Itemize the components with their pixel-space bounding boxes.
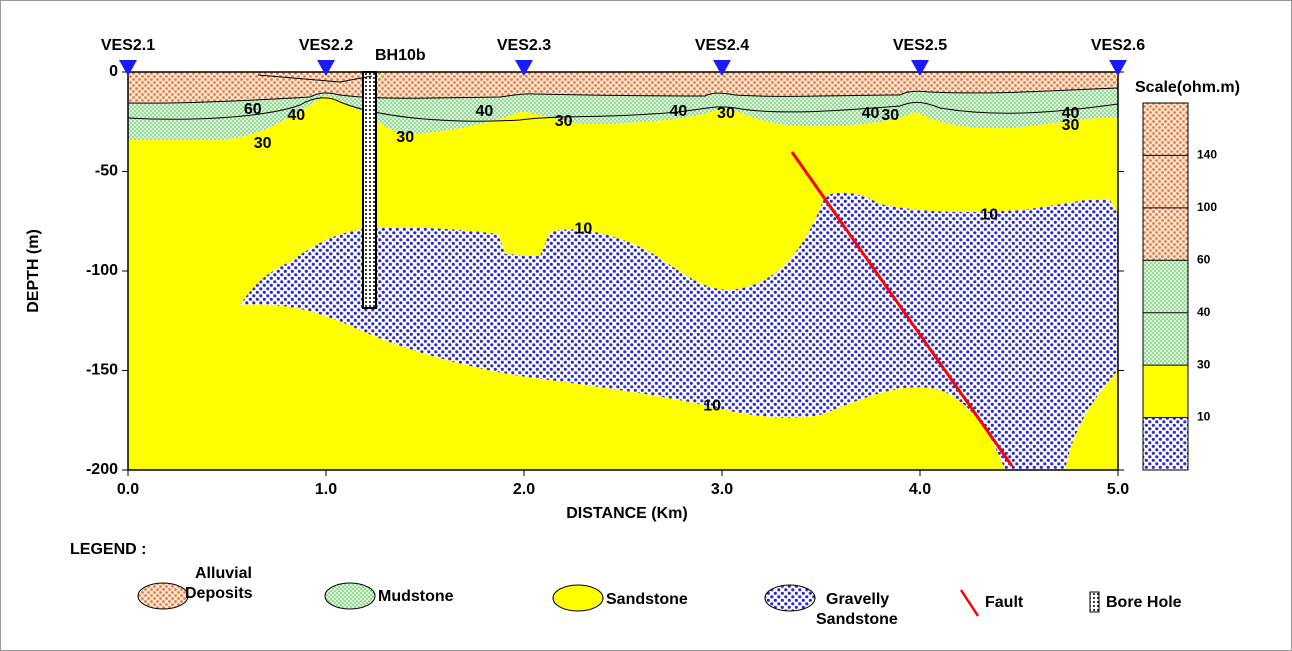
legend-label: Alluvial [195, 565, 252, 582]
contour-label: 10 [703, 398, 721, 415]
station-label: VES2.2 [299, 37, 353, 54]
contour-label: 30 [881, 107, 899, 124]
y-tick-label: -100 [86, 262, 118, 279]
station-label: VES2.5 [893, 37, 947, 54]
x-tick-label: 4.0 [909, 481, 931, 498]
x-tick-label: 3.0 [711, 481, 733, 498]
scale-label: 30 [1197, 357, 1211, 371]
legend-swatch [138, 583, 188, 609]
borehole-label: BH10b [375, 47, 426, 64]
legend-swatch [1090, 592, 1099, 612]
legend-label: Fault [985, 594, 1024, 611]
y-axis-label: DEPTH (m) [25, 229, 42, 313]
scale-swatch [1143, 313, 1188, 365]
legend-swatch [553, 585, 603, 611]
chart: BH10b DISTANCE (Km) DEPTH (m) Scale(ohm.… [0, 0, 1292, 651]
y-tick-label: -50 [95, 163, 118, 180]
contour-label: 40 [287, 107, 305, 124]
x-tick-label: 5.0 [1107, 481, 1129, 498]
station-label: VES2.3 [497, 37, 551, 54]
scale-swatch [1143, 418, 1188, 470]
legend-label: Mudstone [378, 588, 454, 605]
x-tick-label: 0.0 [117, 481, 139, 498]
legend-swatch [961, 590, 978, 616]
contour-label: 30 [254, 135, 272, 152]
contour-label: 30 [1062, 117, 1080, 134]
legend-label: Sandstone [816, 611, 898, 628]
contour-label: 30 [396, 129, 414, 146]
contour-label: 10 [980, 206, 998, 223]
station-label: VES2.1 [101, 37, 155, 54]
borehole [363, 72, 376, 308]
contour-label: 40 [476, 103, 494, 120]
scale-swatch [1143, 365, 1188, 417]
station-label: VES2.6 [1091, 37, 1145, 54]
contour-label: 40 [862, 105, 880, 122]
legend-title: LEGEND : [70, 541, 146, 558]
scale-swatch [1143, 208, 1188, 260]
station-label: VES2.4 [695, 37, 749, 54]
y-tick-label: -150 [86, 362, 118, 379]
y-tick-label: 0 [109, 63, 118, 80]
legend-swatch [325, 583, 375, 609]
contour-label: 60 [244, 101, 262, 118]
scale-label: 10 [1197, 410, 1211, 424]
x-axis-label: DISTANCE (Km) [566, 505, 687, 522]
contour-label: 40 [670, 103, 688, 120]
legend-label: Deposits [185, 585, 253, 602]
legend-swatch [765, 585, 815, 611]
scale-swatch [1143, 260, 1188, 312]
legend-label: Sandstone [606, 591, 688, 608]
scale-label: 100 [1197, 200, 1217, 214]
scale-swatch [1143, 103, 1188, 155]
section: BH10b [128, 47, 1118, 470]
scale-label: 60 [1197, 252, 1211, 266]
scale-swatch [1143, 155, 1188, 207]
x-tick-label: 2.0 [513, 481, 535, 498]
contour-label: 30 [555, 113, 573, 130]
legend-label: Bore Hole [1106, 594, 1182, 611]
legend-label: Gravelly [826, 591, 889, 608]
scale-title: Scale(ohm.m) [1135, 79, 1240, 96]
scale-label: 140 [1197, 148, 1217, 162]
contour-label: 10 [575, 220, 593, 237]
scale-label: 40 [1197, 305, 1211, 319]
y-tick-label: -200 [86, 461, 118, 478]
contour-label: 30 [717, 105, 735, 122]
x-tick-label: 1.0 [315, 481, 337, 498]
